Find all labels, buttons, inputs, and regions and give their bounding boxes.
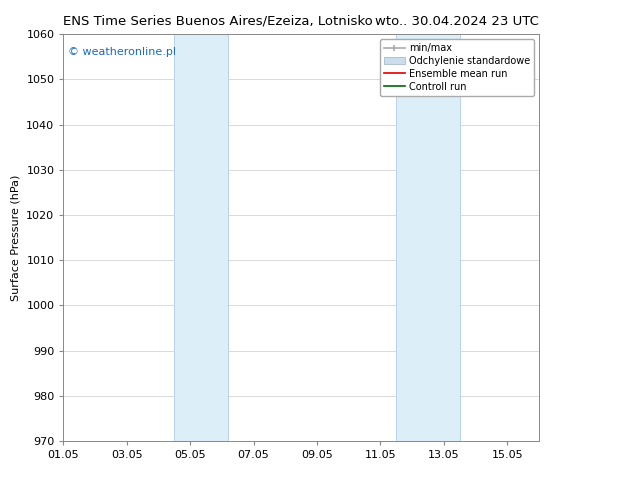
Text: wto.. 30.04.2024 23 UTC: wto.. 30.04.2024 23 UTC: [375, 15, 539, 28]
Bar: [396, 34, 460, 441]
Bar: [174, 34, 228, 441]
Text: © weatheronline.pl: © weatheronline.pl: [68, 47, 176, 56]
Text: ENS Time Series Buenos Aires/Ezeiza, Lotnisko: ENS Time Series Buenos Aires/Ezeiza, Lot…: [63, 15, 373, 28]
Legend: min/max, Odchylenie standardowe, Ensemble mean run, Controll run: min/max, Odchylenie standardowe, Ensembl…: [380, 39, 534, 96]
Y-axis label: Surface Pressure (hPa): Surface Pressure (hPa): [11, 174, 21, 301]
